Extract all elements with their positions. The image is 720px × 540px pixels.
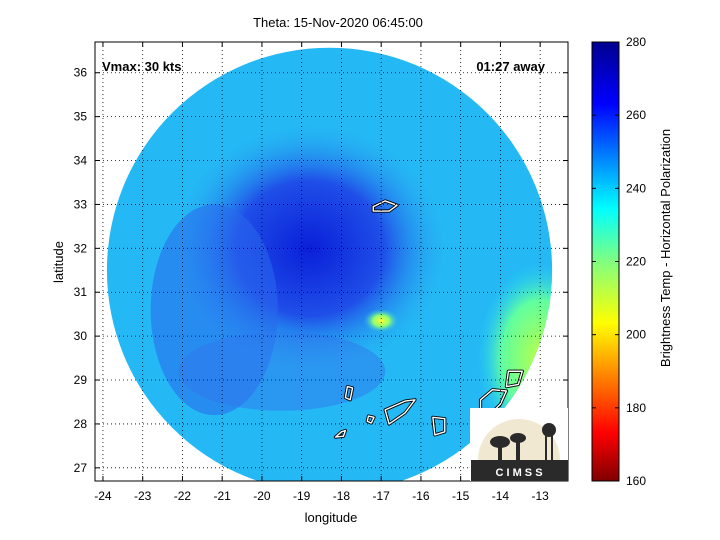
colorbar-tick-label: 240: [626, 181, 646, 195]
plot-frame: [94, 41, 569, 482]
water-tower-icon: [542, 423, 556, 437]
dish-antenna-icon: [510, 433, 526, 443]
y-tick-label: 29: [74, 373, 88, 387]
x-tick-label: -16: [412, 489, 430, 503]
colorbar-tick-label: 160: [626, 474, 646, 488]
y-axis-label: latitude: [51, 241, 66, 283]
y-tick-label: 30: [74, 329, 88, 343]
island-outline: [366, 415, 375, 424]
cimss-logo: C I M S S: [470, 408, 568, 481]
y-tick-label: 33: [74, 197, 88, 211]
water-tower-leg: [551, 436, 553, 460]
island-outline: [344, 385, 354, 401]
x-tick-label: -14: [492, 489, 510, 503]
time-away-annotation: 01:27 away: [476, 59, 545, 74]
y-tick-label: 31: [74, 285, 88, 299]
x-tick-label: -21: [214, 489, 232, 503]
y-tick-label: 32: [74, 241, 88, 255]
logo-ground: [471, 460, 568, 481]
x-tick-label: -23: [134, 489, 152, 503]
y-tick-label: 34: [74, 154, 88, 168]
vmax-annotation: Vmax: 30 kts: [102, 59, 182, 74]
x-tick-label: -19: [293, 489, 311, 503]
colorbar-tick-label: 220: [626, 255, 646, 269]
water-tower-leg: [545, 436, 547, 460]
rainband-south: [178, 331, 386, 411]
dish-antenna-icon: [490, 436, 510, 448]
x-tick-label: -24: [94, 489, 112, 503]
x-axis-label: longitude: [305, 510, 358, 525]
y-tick-label: 36: [74, 66, 88, 80]
grid: [95, 42, 568, 481]
x-tick-label: -17: [373, 489, 391, 503]
colorbar-tick-label: 280: [626, 35, 646, 49]
colorbar-tick-label: 260: [626, 108, 646, 122]
x-tick-label: -22: [174, 489, 192, 503]
logo-text: C I M S S: [495, 467, 542, 479]
island-outline: [384, 399, 416, 425]
x-tick-label: -20: [253, 489, 271, 503]
island-outline: [432, 416, 446, 436]
island-outline: [505, 370, 523, 388]
y-tick-label: 27: [74, 461, 88, 475]
x-tick-label: -18: [333, 489, 351, 503]
x-tick-label: -13: [532, 489, 550, 503]
colorbar-label: Brightness Temp - Horizontal Polarizatio…: [658, 129, 673, 367]
colorbar-tick-label: 200: [626, 328, 646, 342]
x-tick-label: -15: [452, 489, 470, 503]
dish-mast: [516, 440, 520, 460]
y-tick-label: 28: [74, 417, 88, 431]
warm-spot: [363, 308, 400, 334]
y-axis: 27 28 29 30 31 32 33 34 35 36: [74, 66, 568, 475]
colorbar-ticks: 160 180 200 220 240 260 280: [592, 35, 646, 488]
dish-mast: [498, 444, 502, 460]
colorbar-tick-label: 180: [626, 401, 646, 415]
y-tick-label: 35: [74, 110, 88, 124]
x-axis: -24 -23 -22 -21 -20 -19 -18 -17 -16 -15 -14 -13: [94, 42, 549, 503]
chart-title: Theta: 15-Nov-2020 06:45:00: [253, 15, 423, 30]
colorbar: [592, 42, 619, 481]
island-outline: [334, 429, 347, 438]
